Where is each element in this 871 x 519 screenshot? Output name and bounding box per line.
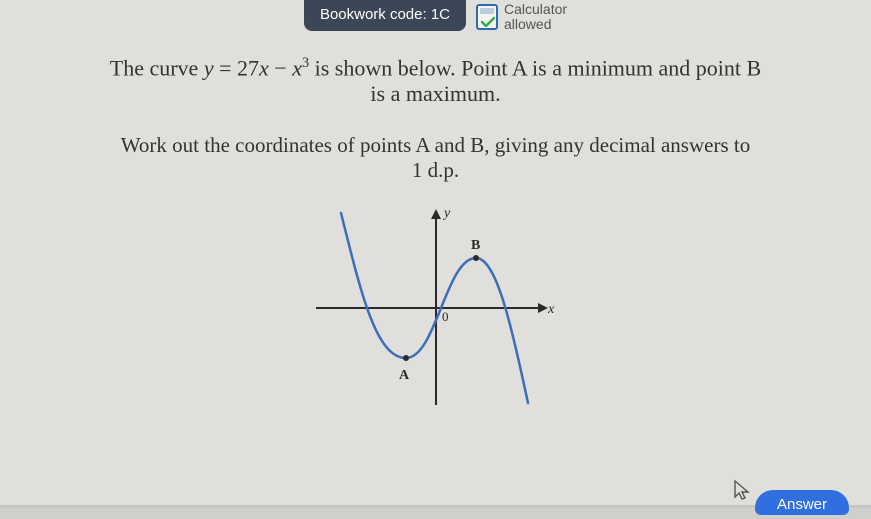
answer-label: Answer [777, 496, 827, 513]
top-bar: Bookwork code: 1C Calculator allowed [0, 0, 871, 33]
q-B: B [747, 55, 762, 80]
q-x2: x [292, 55, 302, 80]
instruction-text: Work out the coordinates of points A and… [0, 133, 871, 183]
calc-line2: allowed [504, 17, 567, 32]
q-mid: is shown below. Point [309, 55, 512, 80]
calc-line1: Calculator [504, 2, 567, 17]
check-icon [481, 17, 495, 27]
q-y: y [204, 55, 214, 80]
i-B: B [470, 133, 484, 157]
q-line2: is a maximum. [370, 81, 500, 106]
q-eq: = [214, 55, 237, 80]
svg-text:x: x [547, 302, 555, 317]
q-mid2: is a minimum and point [527, 55, 747, 80]
calculator-icon [476, 4, 498, 30]
svg-text:0: 0 [442, 309, 449, 324]
q-prefix: The curve [110, 55, 204, 80]
i-and: and [429, 133, 470, 157]
i-line2: 1 d.p. [412, 158, 459, 182]
i-1a: Work out the coordinates of points [121, 133, 416, 157]
calculator-badge: Calculator allowed [476, 2, 567, 33]
q-minus: − [269, 55, 292, 80]
cursor-icon [733, 479, 751, 501]
q-27: 27 [237, 55, 259, 80]
bookwork-badge: Bookwork code: 1C [304, 0, 466, 31]
svg-text:y: y [442, 206, 451, 221]
q-x1: x [259, 55, 269, 80]
svg-text:A: A [399, 368, 410, 383]
bookwork-label: Bookwork code: 1C [320, 6, 450, 23]
bottom-bar [0, 505, 871, 519]
question-text: The curve y = 27x − x3 is shown below. P… [0, 55, 871, 107]
i-1b: , giving any decimal answers to [484, 133, 750, 157]
cubic-graph: y x 0 A B [286, 203, 586, 413]
i-A: A [415, 133, 429, 157]
svg-text:B: B [471, 238, 480, 253]
graph-container: y x 0 A B [0, 203, 871, 413]
calculator-text: Calculator allowed [504, 2, 567, 33]
q-A: A [512, 55, 527, 80]
answer-button[interactable]: Answer [755, 490, 849, 515]
